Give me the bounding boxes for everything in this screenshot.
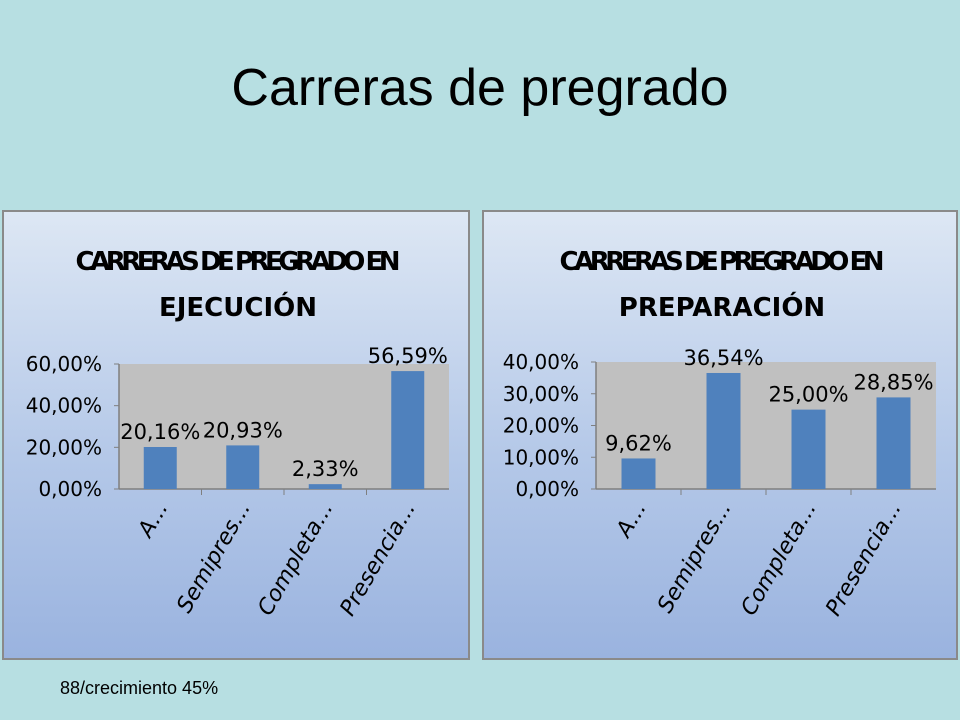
data-label: 36,54% xyxy=(683,346,763,370)
chart-title-line: CARRERAS DE PREGRADO EN xyxy=(76,247,401,277)
category-label: Completa... xyxy=(737,498,822,620)
chart-preparacion: CARRERAS DE PREGRADO EN PREPARACIÓN 0,00% 1… xyxy=(503,247,936,621)
category-label: Semipres... xyxy=(172,498,256,618)
y-tick-label: 20,00% xyxy=(26,435,102,459)
y-tick-label: 10,00% xyxy=(503,445,579,469)
chart-panel-ejecucion: CARRERAS DE PREGRADO EN EJECUCIÓN 0,00% 20,… xyxy=(2,210,470,660)
bar xyxy=(621,458,656,489)
data-label: 28,85% xyxy=(853,370,933,394)
bar xyxy=(226,445,260,489)
chart-title-line: PREPARACIÓN xyxy=(619,291,825,323)
chart-ejecucion: CARRERAS DE PREGRADO EN EJECUCIÓN 0,00% 20,… xyxy=(26,247,449,621)
y-tick-label: 40,00% xyxy=(503,350,579,374)
y-tick-label: 40,00% xyxy=(26,394,102,418)
bar xyxy=(876,397,911,489)
data-label: 25,00% xyxy=(768,383,848,407)
data-label: 2,33% xyxy=(292,457,359,481)
y-tick-label: 60,00% xyxy=(26,352,102,376)
category-label: Semipres... xyxy=(653,498,737,618)
bar xyxy=(391,371,425,489)
category-label: A... xyxy=(611,498,652,544)
y-tick-label: 20,00% xyxy=(503,414,579,438)
category-label: A... xyxy=(133,498,174,544)
category-label: Presencia... xyxy=(821,498,906,621)
slide-title: Carreras de pregrado xyxy=(231,59,729,117)
y-tick-label: 0,00% xyxy=(515,477,579,501)
y-tick-label: 0,00% xyxy=(38,477,102,501)
y-tick-label: 30,00% xyxy=(503,382,579,406)
data-label: 9,62% xyxy=(605,431,672,455)
chart-title-line: EJECUCIÓN xyxy=(159,291,317,323)
chart-title-line: CARRERAS DE PREGRADO EN xyxy=(560,247,885,277)
data-label: 20,16% xyxy=(120,420,200,444)
data-label: 20,93% xyxy=(203,418,283,442)
category-label: Completa... xyxy=(253,498,338,620)
category-label: Presencia... xyxy=(336,498,421,621)
bar xyxy=(706,372,741,489)
bar xyxy=(791,409,826,489)
data-label: 56,59% xyxy=(368,344,448,368)
bar xyxy=(308,484,342,489)
chart-panel-preparacion: CARRERAS DE PREGRADO EN PREPARACIÓN 0,00% 1… xyxy=(482,210,958,660)
footer-note: 88/crecimiento 45% xyxy=(60,678,219,698)
bar xyxy=(143,447,177,489)
